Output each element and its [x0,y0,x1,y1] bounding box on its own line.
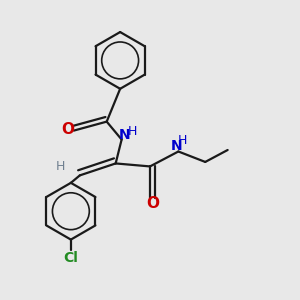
Text: H: H [178,134,188,147]
Text: O: O [61,122,74,137]
Text: N: N [171,139,183,152]
Text: O: O [146,196,160,211]
Text: N: N [119,128,130,142]
Text: Cl: Cl [63,250,78,265]
Text: H: H [56,160,65,173]
Text: H: H [128,125,137,138]
